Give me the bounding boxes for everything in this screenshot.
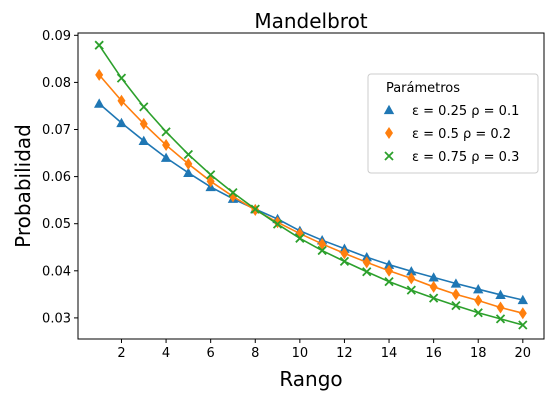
y-axis-label: Probabilidad (11, 124, 35, 248)
series-3-point-9 (272, 219, 283, 229)
legend-marker-diamond (385, 127, 393, 139)
series-2-point-18 (474, 294, 483, 307)
x-tick-label-20: 20 (515, 346, 532, 361)
series-1-point-3 (138, 135, 149, 145)
legend-entry-1: ε = 0.25 ρ = 0.1 (383, 104, 519, 119)
legend-title: Parámetros (386, 81, 460, 96)
series-3-point-15 (406, 285, 416, 295)
series-3-point-10 (295, 233, 305, 243)
series-2-point-13 (362, 256, 371, 269)
series-2-point-5 (184, 157, 193, 170)
legend-entry-2: ε = 0.5 ρ = 0.2 (385, 127, 511, 142)
series-2-line (98, 74, 524, 314)
legend-marker-x (384, 151, 394, 161)
y-tick-label-7: 0.09 (42, 29, 71, 44)
series-1-point-15 (406, 266, 417, 276)
y-tick-label-1: 0.03 (42, 311, 71, 326)
x-tick-label-12: 12 (336, 346, 353, 361)
x-tick-label-14: 14 (381, 346, 398, 361)
series-2-point-1 (95, 68, 104, 81)
series-3-point-4 (161, 127, 171, 137)
series-2-point-12 (340, 247, 349, 260)
y-axis-ticks: 0.03 0.04 0.05 0.06 0.07 0.08 0.09 (42, 29, 78, 326)
series-3-point-12 (339, 256, 350, 267)
series-3-point-2 (116, 73, 127, 83)
x-tick-label-16: 16 (425, 346, 442, 361)
series-3-point-20 (518, 320, 528, 330)
x-tick-label-18: 18 (470, 346, 487, 361)
y-tick-label-2: 0.04 (42, 264, 71, 279)
legend-label-3: ε = 0.75 ρ = 0.3 (412, 150, 519, 165)
legend-entry-3: ε = 0.75 ρ = 0.3 (384, 150, 519, 165)
x-axis-label: Rango (279, 367, 342, 391)
series-3-point-1 (94, 40, 104, 50)
series-2-point-11 (318, 237, 327, 250)
x-tick-label-8: 8 (251, 346, 259, 361)
series-3-point-17 (451, 301, 461, 311)
series-3-point-6 (206, 170, 216, 180)
x-tick-label-4: 4 (162, 346, 170, 361)
series-3-point-16 (428, 293, 439, 303)
plot-area-frame (77, 32, 545, 340)
series-1-point-16 (428, 272, 439, 282)
series-2-point-14 (385, 264, 394, 277)
series-1-point-2 (116, 117, 127, 128)
series-2-point-4 (162, 139, 171, 152)
x-axis-ticks: 2 4 6 8 10 12 14 16 18 20 (117, 339, 531, 361)
series-1-point-18 (473, 283, 484, 294)
chart-title: Mandelbrot (254, 9, 367, 33)
series-3-point-13 (362, 267, 372, 277)
series-1-point-20 (517, 294, 529, 305)
series-3-point-11 (317, 245, 327, 256)
series-3-point-18 (473, 308, 483, 318)
series-3-point-8 (250, 204, 260, 214)
series-2-point-15 (407, 272, 416, 285)
series-2-point-6 (206, 175, 215, 188)
y-tick-label-6: 0.08 (42, 76, 71, 91)
series-1-point-1 (93, 98, 105, 108)
x-tick-label-6: 6 (207, 346, 215, 361)
series-3-point-14 (384, 276, 394, 287)
legend-label-2: ε = 0.5 ρ = 0.2 (412, 127, 511, 142)
series-1-point-19 (495, 289, 506, 299)
y-tick-label-3: 0.05 (42, 217, 71, 232)
series-layer (93, 40, 529, 330)
series-3-point-19 (495, 314, 506, 324)
series-2-point-20 (518, 307, 527, 320)
series-3 (94, 40, 528, 330)
series-1-point-5 (183, 167, 194, 177)
legend-label-1: ε = 0.25 ρ = 0.1 (412, 104, 519, 119)
series-3-point-3 (139, 102, 149, 112)
series-1-point-17 (450, 278, 462, 288)
series-3-point-7 (228, 187, 238, 198)
x-tick-label-2: 2 (117, 346, 125, 361)
legend-marker-triangle (383, 104, 395, 115)
legend: Parámetros ε = 0.25 ρ = 0.1 ε = 0.5 ρ = 0… (367, 73, 539, 174)
series-1-point-4 (160, 152, 172, 162)
series-1-point-14 (383, 259, 395, 269)
series-2-point-2 (117, 94, 126, 107)
series-2-point-19 (496, 301, 505, 314)
series-2-point-3 (139, 117, 148, 130)
y-tick-label-4: 0.06 (42, 170, 71, 185)
series-2-point-17 (451, 288, 460, 301)
series-2 (95, 68, 527, 320)
series-3-point-5 (183, 149, 194, 160)
x-tick-label-10: 10 (292, 346, 309, 361)
series-2-point-16 (429, 280, 438, 293)
legend-box (367, 73, 539, 174)
y-tick-label-5: 0.07 (42, 123, 71, 138)
legend-entries: ε = 0.25 ρ = 0.1 ε = 0.5 ρ = 0.2 ε = 0.75 … (383, 104, 519, 165)
